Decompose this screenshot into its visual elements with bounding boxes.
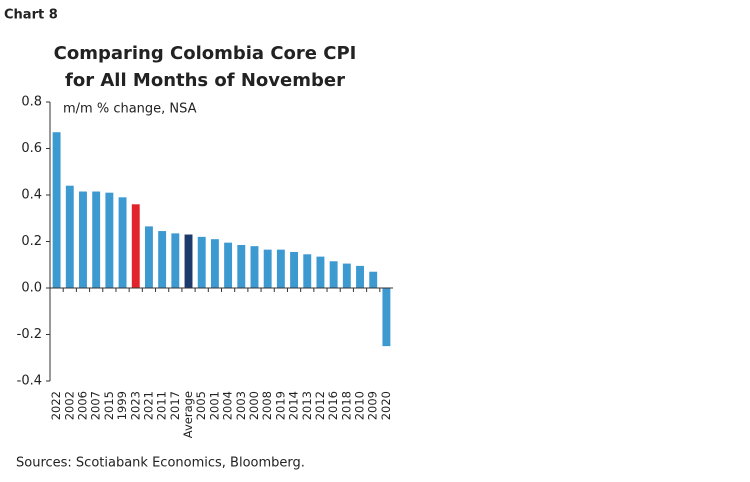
x-tick-label: Average	[181, 391, 195, 438]
chart-title: Comparing Colombia Core CPI	[54, 43, 357, 64]
chart-label: Chart 8	[4, 8, 58, 23]
x-tick-label: 2019	[273, 391, 287, 420]
x-tick-label: 2020	[379, 391, 393, 420]
bar	[79, 191, 87, 288]
bar	[290, 251, 299, 288]
bar	[250, 246, 259, 288]
bar	[342, 263, 351, 288]
bar	[382, 288, 391, 347]
bar	[92, 191, 101, 288]
bar	[276, 249, 285, 288]
bar	[144, 226, 153, 288]
bar	[65, 185, 74, 288]
bar	[171, 233, 180, 288]
bar	[118, 197, 127, 288]
x-tick-label: 2002	[62, 391, 76, 420]
x-tick-label: 2013	[300, 391, 314, 420]
x-tick-label: 2010	[353, 391, 367, 420]
bar	[263, 249, 272, 288]
bar	[197, 236, 206, 288]
subtitle: m/m % change, NSA	[63, 102, 197, 117]
x-tick-label: 2001	[207, 391, 221, 420]
y-tick-label: 0.2	[21, 234, 42, 249]
y-tick-label: -0.4	[17, 374, 42, 389]
bar	[356, 265, 364, 288]
x-tick-label: 2014	[287, 391, 301, 420]
x-tick-label: 2000	[247, 391, 261, 420]
bar	[369, 271, 378, 288]
bar	[158, 231, 167, 288]
bar	[105, 192, 114, 288]
x-tick-label: 2008	[260, 391, 274, 420]
chart-title: for All Months of November	[65, 70, 345, 91]
bar	[237, 244, 246, 288]
y-tick-label: -0.2	[17, 327, 42, 342]
x-tick-label: 2006	[75, 391, 89, 420]
y-tick-label: 0.8	[21, 95, 42, 110]
bar	[210, 239, 219, 288]
x-tick-label: 2009	[366, 391, 380, 420]
x-tick-label: 2005	[194, 391, 208, 420]
y-tick-label: 0.4	[21, 188, 42, 203]
source-note: Sources: Scotiabank Economics, Bloomberg…	[16, 456, 305, 471]
x-tick-label: 2023	[128, 391, 142, 420]
bar	[329, 261, 338, 288]
x-tick-label: 2004	[221, 391, 235, 420]
y-tick-label: 0.0	[21, 281, 42, 296]
x-tick-label: 2017	[168, 391, 182, 420]
x-tick-label: 2016	[326, 391, 340, 420]
x-tick-label: 2012	[313, 391, 327, 420]
bar	[316, 256, 325, 288]
x-tick-label: 2007	[89, 391, 103, 420]
bar	[52, 132, 61, 288]
x-tick-label: 2022	[49, 391, 63, 420]
x-tick-label: 2003	[234, 391, 248, 420]
y-tick-label: 0.6	[21, 141, 42, 156]
x-tick-label: 1999	[115, 391, 129, 420]
bar	[131, 204, 140, 288]
bar	[303, 254, 312, 288]
bar	[184, 234, 193, 288]
bar	[224, 242, 233, 288]
x-tick-label: 2015	[102, 391, 116, 420]
x-tick-label: 2021	[141, 391, 155, 420]
x-tick-label: 2018	[339, 391, 353, 420]
x-tick-label: 2011	[155, 391, 169, 420]
